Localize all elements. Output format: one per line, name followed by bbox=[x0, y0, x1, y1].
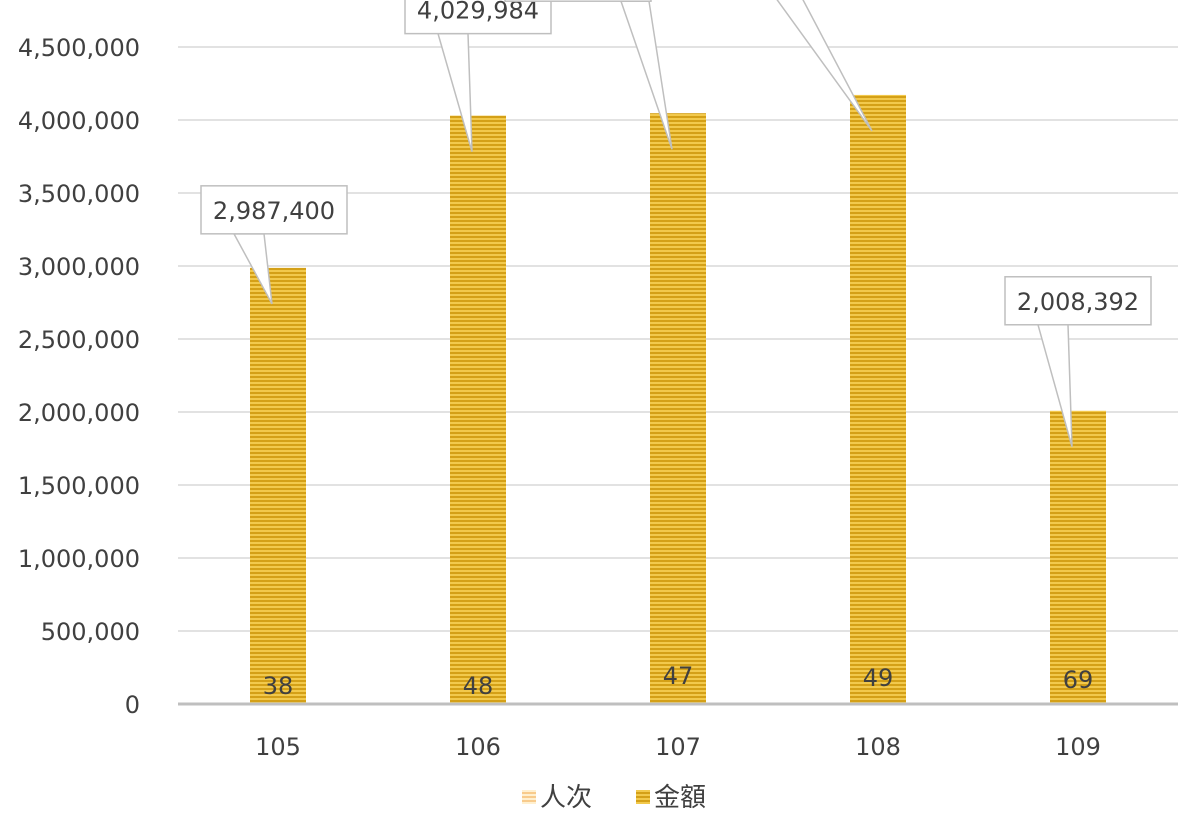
data-label-callout: 4,171,800 bbox=[776, 0, 873, 132]
x-tick-label: 106 bbox=[455, 733, 501, 761]
callout-box bbox=[404, 0, 552, 35]
callout-pointer bbox=[776, 0, 873, 132]
y-tick-label: 4,000,000 bbox=[18, 107, 140, 135]
legend: 人次 金額 bbox=[522, 783, 706, 813]
y-tick-label: 1,500,000 bbox=[18, 472, 140, 500]
count-data-label: 69 bbox=[1063, 666, 1094, 694]
bar-amount bbox=[250, 267, 306, 704]
bar-amount bbox=[450, 115, 506, 705]
legend-item: 金額 bbox=[636, 783, 706, 813]
count-data-label: 49 bbox=[863, 664, 894, 692]
data-label-callout: 2,987,400 bbox=[200, 185, 348, 305]
x-axis-tick-labels: 105 106 107 108 109 bbox=[255, 733, 1101, 761]
data-label-callouts: 2,987,400 4,029,9844,046,597 4,171,800 2,00… bbox=[200, 0, 1152, 447]
legend-swatch bbox=[636, 790, 650, 804]
amount-data-label: 2,008,392 bbox=[1017, 288, 1139, 316]
y-axis-tick-labels: 0 500,000 1,000,000 1,500,000 2,000,000 2,500… bbox=[18, 34, 140, 719]
bar-amount bbox=[850, 94, 906, 705]
count-data-labels: 38 48 47 49 69 bbox=[263, 662, 1094, 700]
amount-data-label: 4,029,984 bbox=[417, 0, 539, 25]
x-tick-label: 105 bbox=[255, 733, 301, 761]
y-tick-label: 4,500,000 bbox=[18, 34, 140, 62]
x-tick-label: 109 bbox=[1055, 733, 1101, 761]
callout-pointer bbox=[619, 0, 673, 150]
count-data-label: 48 bbox=[463, 672, 494, 700]
y-tick-label: 2,000,000 bbox=[18, 399, 140, 427]
x-tick-label: 107 bbox=[655, 733, 701, 761]
y-tick-label: 3,000,000 bbox=[18, 253, 140, 281]
amount-data-label: 2,987,400 bbox=[213, 197, 335, 225]
data-label-callout: 4,046,597 bbox=[504, 0, 673, 150]
y-tick-label: 1,000,000 bbox=[18, 545, 140, 573]
legend-label: 人次 bbox=[540, 783, 592, 813]
legend-swatch bbox=[522, 790, 536, 804]
callout-box bbox=[1004, 276, 1152, 326]
data-label-callout: 2,008,392 bbox=[1004, 276, 1152, 447]
x-tick-label: 108 bbox=[855, 733, 901, 761]
legend-label: 金額 bbox=[654, 783, 706, 813]
y-tick-label: 2,500,000 bbox=[18, 326, 140, 354]
count-data-label: 38 bbox=[263, 672, 294, 700]
y-tick-label: 0 bbox=[125, 691, 140, 719]
bar-amount bbox=[1050, 410, 1106, 704]
bar-amount bbox=[650, 113, 706, 704]
bars bbox=[250, 94, 1106, 705]
callout-box bbox=[504, 0, 652, 2]
count-data-label: 47 bbox=[663, 662, 694, 690]
y-tick-label: 500,000 bbox=[41, 618, 140, 646]
legend-item: 人次 bbox=[522, 783, 592, 813]
callout-box bbox=[200, 185, 348, 235]
y-tick-label: 3,500,000 bbox=[18, 180, 140, 208]
data-label-callout: 4,029,984 bbox=[404, 0, 552, 152]
